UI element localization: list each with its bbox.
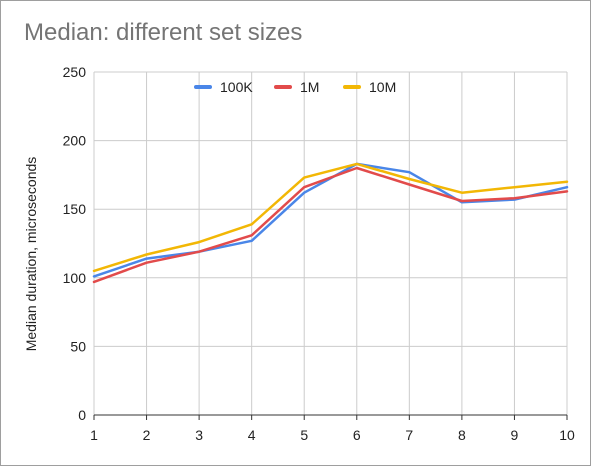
- y-tick-label: 50: [70, 338, 86, 354]
- legend-label-100k: 100K: [220, 79, 253, 95]
- y-tick-label: 200: [63, 133, 87, 149]
- series-line-10m: [92, 162, 569, 273]
- x-tick-label: 10: [559, 427, 575, 443]
- y-axis-title: Median duration, microseconds: [23, 157, 39, 352]
- y-tick-label: 150: [63, 201, 87, 217]
- x-tick-label: 3: [195, 427, 203, 443]
- legend-label-1m: 1M: [300, 79, 319, 95]
- legend-label-10m: 10M: [369, 79, 396, 95]
- y-tick-label: 100: [63, 270, 87, 286]
- x-tick-label: 2: [143, 427, 151, 443]
- grid-layer: [93, 71, 568, 415]
- x-tick-label: 8: [458, 427, 466, 443]
- axis-layer: 0 50 100 150 200 250 1 2 3 4 5 6 7 8 9 10: [63, 64, 575, 443]
- x-tick-label: 1: [90, 427, 98, 443]
- x-tick-label: 6: [353, 427, 361, 443]
- x-tick-label: 7: [405, 427, 413, 443]
- series-layer: [92, 162, 569, 284]
- chart-title: Median: different set sizes: [24, 19, 303, 46]
- x-tick-label: 5: [300, 427, 308, 443]
- x-tick-label: 4: [248, 427, 256, 443]
- x-tick-label: 9: [511, 427, 519, 443]
- y-tick-label: 250: [63, 64, 87, 80]
- y-tick-label: 0: [78, 407, 86, 423]
- series-line-1m: [92, 166, 569, 284]
- legend: 100K 1M 10M: [194, 79, 396, 95]
